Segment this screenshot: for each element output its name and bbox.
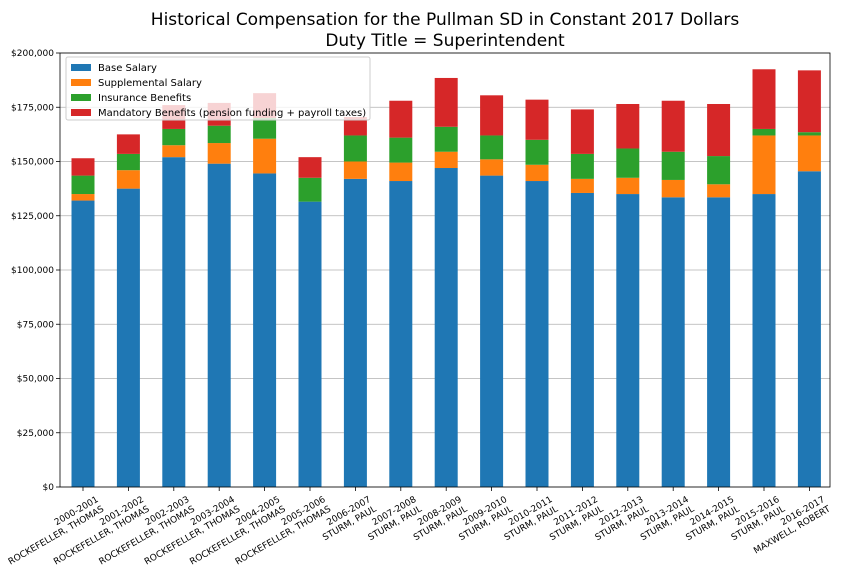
- chart-title: Historical Compensation for the Pullman …: [151, 10, 740, 30]
- bar-segment: [661, 100, 685, 152]
- legend-swatch: [71, 94, 91, 101]
- y-tick-label: $75,000: [17, 320, 54, 330]
- bar-segment: [480, 175, 504, 488]
- y-tick-label: $0: [43, 483, 55, 493]
- x-tick-label: 2000-2001ROCKEFELLER, THOMAS: [1, 495, 106, 568]
- bar-segment: [343, 161, 367, 179]
- bar-segment: [661, 197, 685, 487]
- bar-segment: [752, 135, 776, 195]
- bar-segment: [752, 128, 776, 136]
- bar-segment: [434, 151, 458, 169]
- bar-segment: [525, 99, 549, 140]
- bar-segment: [570, 109, 594, 154]
- y-tick-label: $125,000: [11, 212, 54, 222]
- bar-segment: [752, 194, 776, 488]
- bar-segment: [298, 157, 322, 178]
- bar-segment: [797, 70, 821, 133]
- bar-segment: [116, 188, 140, 487]
- bar-segment: [525, 139, 549, 165]
- bar-segment: [71, 194, 95, 201]
- bar-segment: [661, 179, 685, 198]
- bar-segment: [797, 132, 821, 136]
- bar-segment: [71, 200, 95, 487]
- bar-segment: [616, 103, 640, 149]
- bar-segment: [71, 175, 95, 195]
- bar-segment: [343, 178, 367, 488]
- y-tick-label: $175,000: [11, 103, 54, 113]
- bar-segment: [707, 103, 731, 157]
- y-tick-label: $25,000: [17, 429, 54, 439]
- bar-segment: [343, 117, 367, 136]
- bar-segment: [389, 162, 413, 182]
- bar-segment: [116, 170, 140, 189]
- bar-segment: [162, 128, 186, 146]
- legend-label: Base Salary: [98, 63, 157, 74]
- bar-segment: [298, 177, 322, 202]
- y-tick-label: $150,000: [11, 158, 54, 168]
- bar-segment: [797, 171, 821, 487]
- bar-segment: [480, 135, 504, 160]
- bar-segment: [389, 181, 413, 487]
- y-tick-label: $200,000: [11, 49, 54, 59]
- bar-segment: [570, 153, 594, 179]
- bar-segment: [616, 194, 640, 488]
- bar-segment: [207, 125, 231, 144]
- legend-swatch: [71, 109, 91, 116]
- bar-segment: [707, 184, 731, 198]
- bar-segment: [570, 192, 594, 487]
- bar-segment: [116, 134, 140, 154]
- y-tick-label: $50,000: [17, 375, 54, 385]
- bar-segment: [434, 77, 458, 127]
- bar-segment: [434, 126, 458, 152]
- bar-segment: [298, 201, 322, 487]
- bar-segment: [525, 181, 549, 487]
- legend-label: Mandatory Benefits (pension funding + pa…: [98, 108, 366, 119]
- bar-segment: [570, 178, 594, 193]
- bar-segment: [707, 156, 731, 185]
- legend: Base Salary Supplemental Salary Insurance …: [65, 56, 371, 121]
- bar-segment: [525, 164, 549, 182]
- bar-segment: [207, 163, 231, 488]
- legend-swatch: [71, 64, 91, 71]
- legend-swatch: [71, 79, 91, 86]
- bar-segment: [752, 69, 776, 129]
- bar-segment: [71, 158, 95, 176]
- bar-segment: [162, 145, 186, 158]
- bar-segment: [253, 173, 277, 487]
- bar-segment: [253, 138, 277, 174]
- bar-segment: [661, 151, 685, 180]
- legend-box: [65, 56, 371, 121]
- bar-segment: [434, 168, 458, 487]
- bar-segment: [389, 100, 413, 138]
- legend-label: Supplemental Salary: [98, 78, 202, 89]
- legend-label: Insurance Benefits: [98, 93, 191, 104]
- chart-subtitle: Duty Title = Superintendent: [325, 31, 565, 51]
- bars: [71, 69, 821, 488]
- x-axis: 2000-2001ROCKEFELLER, THOMAS2001-2002ROC…: [1, 487, 833, 568]
- bar-segment: [116, 153, 140, 171]
- bar-segment: [616, 177, 640, 195]
- bar-segment: [343, 135, 367, 162]
- bar-segment: [480, 159, 504, 176]
- bar-segment: [253, 118, 277, 139]
- bar-segment: [707, 197, 731, 487]
- bar-segment: [207, 143, 231, 164]
- bar-segment: [389, 137, 413, 163]
- bar-segment: [616, 148, 640, 178]
- y-axis: $0 $25,000 $50,000 $75,000 $100,000 $125,000 $…: [11, 49, 60, 493]
- bar-segment: [480, 95, 504, 136]
- y-tick-label: $100,000: [11, 266, 54, 276]
- bar-segment: [162, 157, 186, 487]
- bar-segment: [797, 135, 821, 172]
